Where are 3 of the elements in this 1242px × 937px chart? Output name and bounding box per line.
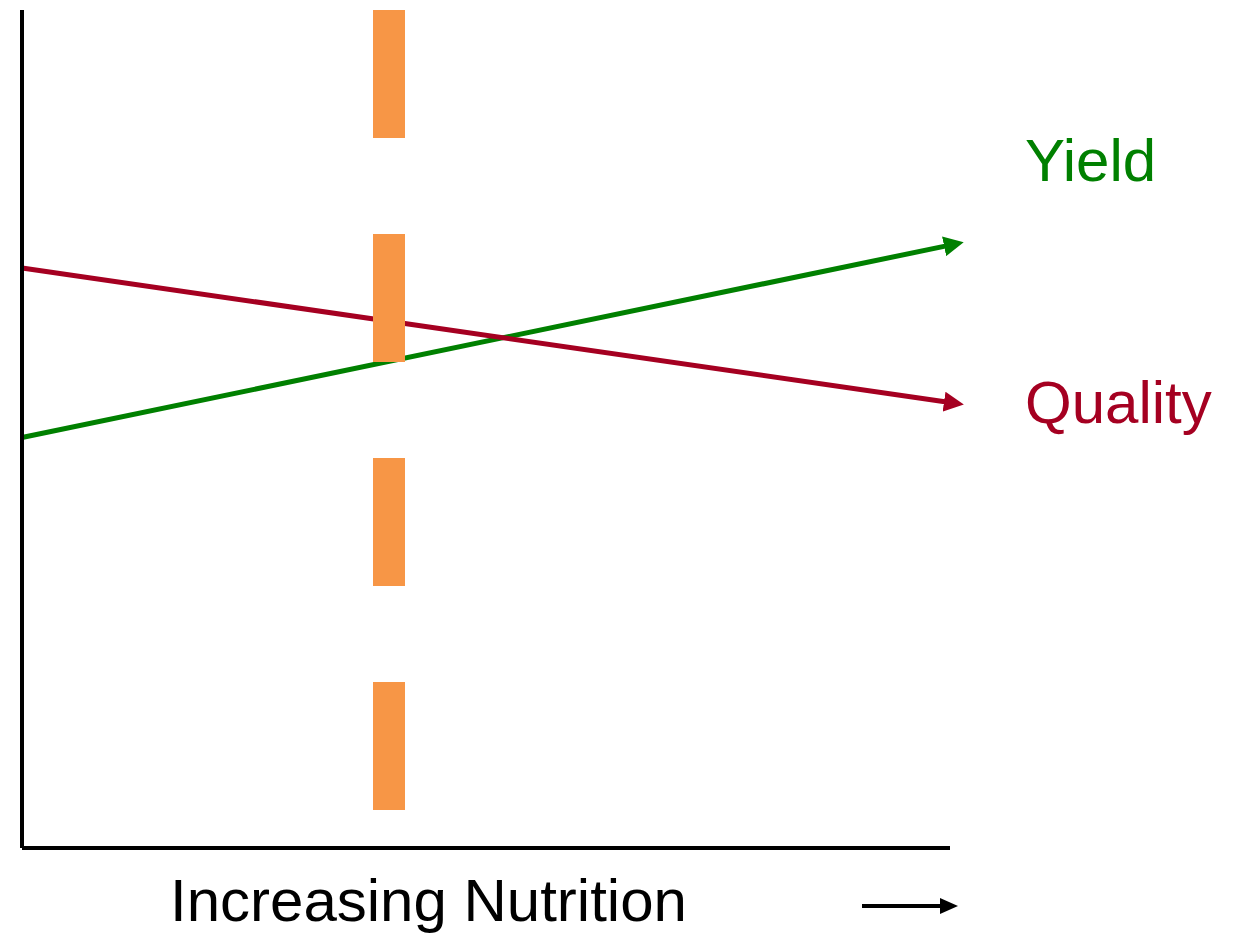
x-axis-title: Increasing Nutrition	[170, 866, 687, 936]
series-label: Quality	[1025, 369, 1212, 437]
series-label: Yield	[1025, 126, 1157, 194]
